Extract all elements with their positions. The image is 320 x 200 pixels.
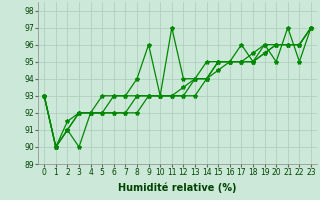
- X-axis label: Humidité relative (%): Humidité relative (%): [118, 183, 237, 193]
